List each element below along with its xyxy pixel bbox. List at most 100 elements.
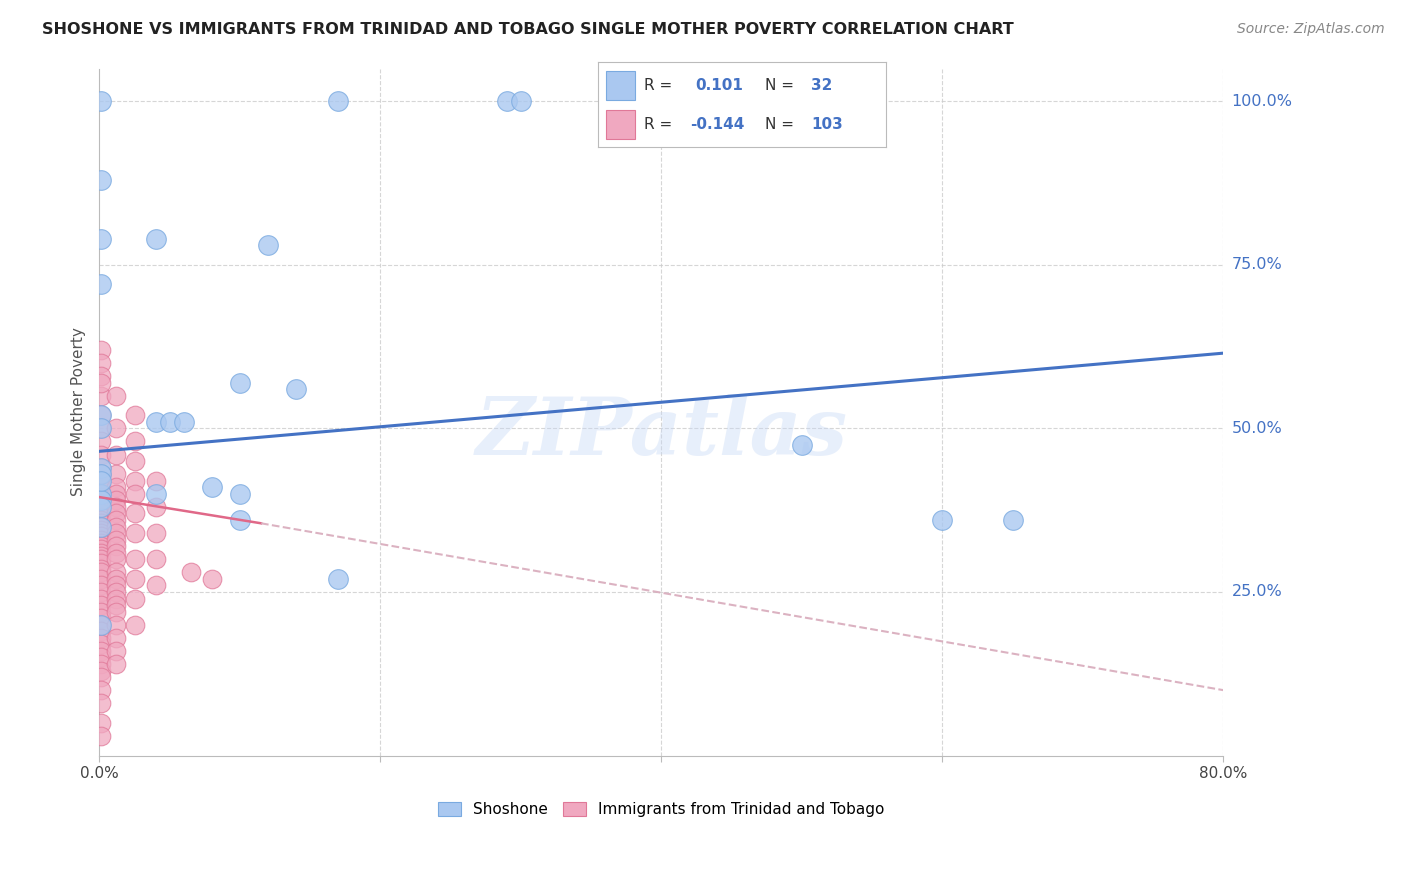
Point [90, 500, 112, 514]
Point [90, 376, 112, 390]
Point [90, 474, 112, 488]
Point [105, 585, 128, 599]
Point [90, 516, 112, 531]
Point [90, 467, 112, 482]
Point [90, 94, 112, 108]
Point [124, 434, 146, 449]
Point [90, 552, 112, 566]
Point [257, 238, 280, 252]
Point [145, 500, 167, 514]
Text: 75.0%: 75.0% [1232, 257, 1282, 272]
Point [105, 657, 128, 671]
Point [90, 539, 112, 553]
Point [124, 487, 146, 501]
Point [495, 94, 517, 108]
Point [105, 519, 128, 533]
Point [90, 232, 112, 246]
Point [90, 480, 112, 494]
Text: 0.101: 0.101 [696, 78, 744, 93]
Bar [606, 71, 636, 100]
Point [124, 591, 146, 606]
Point [90, 605, 112, 619]
Point [105, 507, 128, 521]
Text: -0.144: -0.144 [690, 117, 744, 132]
Point [90, 513, 112, 527]
Point [105, 617, 128, 632]
Point [145, 474, 167, 488]
Point [90, 650, 112, 665]
Point [105, 526, 128, 541]
Legend: Shoshone, Immigrants from Trinidad and Tobago: Shoshone, Immigrants from Trinidad and T… [432, 797, 891, 823]
Point [90, 546, 112, 560]
Point [105, 578, 128, 592]
Text: R =: R = [644, 78, 672, 93]
Point [90, 670, 112, 684]
Text: N =: N = [765, 117, 794, 132]
Point [90, 356, 112, 370]
Point [90, 487, 112, 501]
Point [90, 409, 112, 423]
Point [105, 421, 128, 435]
Point [328, 572, 350, 586]
Point [105, 566, 128, 580]
Point [90, 591, 112, 606]
Point [124, 474, 146, 488]
Point [90, 598, 112, 612]
Point [105, 500, 128, 514]
Point [90, 549, 112, 563]
Point [90, 519, 112, 533]
Point [90, 519, 112, 533]
Point [90, 497, 112, 511]
Point [105, 644, 128, 658]
Text: 32: 32 [811, 78, 832, 93]
Point [90, 493, 112, 508]
Point [159, 415, 181, 429]
Point [90, 696, 112, 710]
Point [328, 94, 350, 108]
Bar [606, 110, 636, 138]
Point [90, 389, 112, 403]
Point [90, 729, 112, 743]
Point [201, 572, 224, 586]
Point [90, 664, 112, 678]
Point [90, 493, 112, 508]
Text: Source: ZipAtlas.com: Source: ZipAtlas.com [1237, 22, 1385, 37]
Point [90, 566, 112, 580]
Point [105, 631, 128, 645]
Text: 103: 103 [811, 117, 842, 132]
Point [90, 500, 112, 514]
Text: R =: R = [644, 117, 672, 132]
Point [90, 526, 112, 541]
Point [90, 644, 112, 658]
Point [145, 578, 167, 592]
Point [90, 624, 112, 639]
Y-axis label: Single Mother Poverty: Single Mother Poverty [72, 327, 86, 497]
Point [90, 536, 112, 550]
Point [105, 389, 128, 403]
Text: 50.0%: 50.0% [1232, 421, 1282, 436]
Text: SHOSHONE VS IMMIGRANTS FROM TRINIDAD AND TOBAGO SINGLE MOTHER POVERTY CORRELATIO: SHOSHONE VS IMMIGRANTS FROM TRINIDAD AND… [42, 22, 1014, 37]
Point [105, 487, 128, 501]
Point [124, 409, 146, 423]
Point [90, 523, 112, 537]
Point [90, 529, 112, 543]
Point [90, 637, 112, 651]
Text: 100.0%: 100.0% [1232, 94, 1292, 109]
Point [173, 415, 195, 429]
Point [90, 369, 112, 384]
Point [90, 487, 112, 501]
Point [90, 434, 112, 449]
Point [145, 487, 167, 501]
Point [90, 474, 112, 488]
Point [90, 467, 112, 482]
Text: ZIPatlas: ZIPatlas [475, 394, 848, 471]
Point [509, 94, 531, 108]
Point [90, 460, 112, 475]
Point [90, 533, 112, 547]
Point [180, 566, 202, 580]
Point [90, 507, 112, 521]
Point [90, 460, 112, 475]
Point [229, 376, 252, 390]
Point [90, 542, 112, 557]
Point [90, 585, 112, 599]
